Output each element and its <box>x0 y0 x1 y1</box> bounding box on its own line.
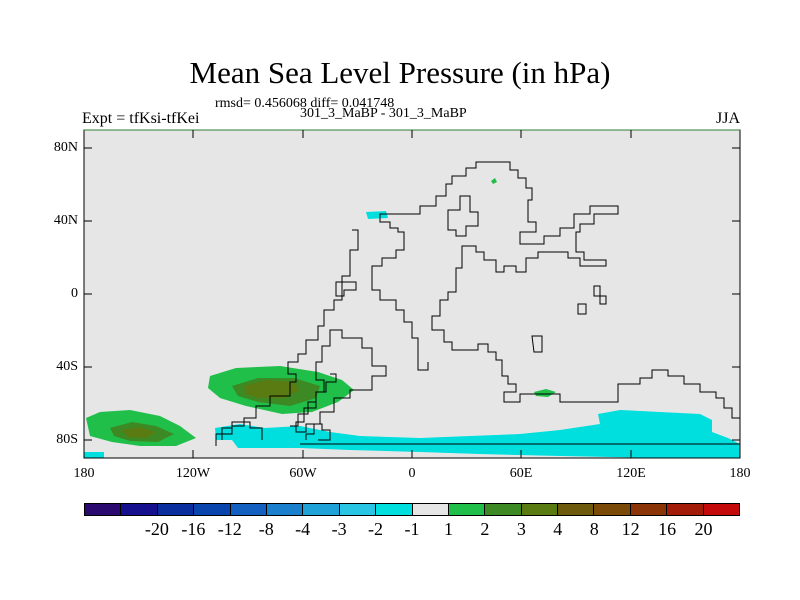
colorbar-label: -1 <box>404 519 420 539</box>
colorbar <box>84 503 740 516</box>
colorbar-label: -20 <box>144 519 169 539</box>
negative-anomaly-patch <box>366 211 388 219</box>
colorbar-label: 16 <box>658 519 677 539</box>
season-label: JJA <box>716 110 741 127</box>
coastline-eurasia-africa <box>379 161 740 419</box>
negative-anomaly-patch <box>84 452 104 458</box>
x-tick-label: 60E <box>509 466 533 481</box>
colorbar-swatch <box>303 504 340 515</box>
positive-anomaly-patch <box>491 178 497 184</box>
x-tick-label: 120W <box>175 466 211 481</box>
positive-anomaly-core <box>122 427 156 438</box>
colorbar-swatch <box>266 504 304 515</box>
y-tick-label: 80S <box>56 432 78 447</box>
colorbar-label: -16 <box>181 519 206 539</box>
coastlines <box>215 161 740 446</box>
colorbar-label: 2 <box>480 519 490 539</box>
colorbar-swatch <box>85 504 122 515</box>
coastline-africa-west <box>371 240 429 371</box>
plot-title: Mean Sea Level Pressure (in hPa) <box>189 55 611 90</box>
y-tick-label: 40S <box>56 359 78 374</box>
colorbar-label: 4 <box>553 519 563 539</box>
colorbar-swatch <box>485 504 522 515</box>
x-tick-label: 0 <box>408 466 416 481</box>
axis-ticks <box>83 130 741 458</box>
experiment-subtitle: 301_3_MaBP - 301_3_MaBP <box>300 106 467 121</box>
y-tick-label: 80N <box>53 140 78 155</box>
positive-anomaly-patch <box>534 389 556 397</box>
colorbar-label: -12 <box>217 519 242 539</box>
colorbar-swatch <box>703 504 740 515</box>
colorbar-swatch <box>630 504 668 515</box>
colorbar-swatch <box>157 504 195 515</box>
colorbar-label: 12 <box>621 519 640 539</box>
map-background <box>84 130 740 458</box>
y-tick-label: 0 <box>71 286 78 301</box>
colorbar-label: -4 <box>295 519 311 539</box>
positive-anomaly-core <box>244 380 300 398</box>
colorbar-label: -2 <box>368 519 384 539</box>
x-tick-label: 60W <box>289 466 317 481</box>
x-tick-label: 180 <box>729 466 751 481</box>
colorbar-label: 8 <box>589 519 599 539</box>
colorbar-label: 3 <box>516 519 526 539</box>
x-tick-label: 120E <box>616 466 646 481</box>
y-tick-label: 40N <box>53 213 78 228</box>
colorbar-label: 20 <box>694 519 713 539</box>
coastline-greenland <box>447 195 479 237</box>
colorbar-swatch <box>594 504 631 515</box>
coastline-antarctic-peninsula <box>221 421 263 440</box>
experiment-label: Expt = tfKsi-tfKei <box>82 110 200 127</box>
colorbar-swatch <box>412 504 449 515</box>
colorbar-swatch <box>558 504 595 515</box>
negative-anomaly-band <box>215 410 740 458</box>
colorbar-swatch <box>667 504 704 515</box>
colorbar-swatch <box>376 504 413 515</box>
anomaly-shading <box>84 178 740 458</box>
colorbar-swatch <box>448 504 486 515</box>
coastline-patagonia <box>290 373 337 427</box>
colorbar-swatch <box>521 504 559 515</box>
colorbar-swatch <box>121 504 158 515</box>
coastline-americas <box>215 229 359 446</box>
stats-label: rmsd= 0.456068 diff= 0.041748 <box>215 96 395 111</box>
coastline-caribbean <box>335 281 357 297</box>
coastline-indonesia <box>577 303 587 315</box>
coastline-japan <box>593 285 607 305</box>
colorbar-swatch <box>194 504 231 515</box>
colorbar-swatch <box>230 504 267 515</box>
colorbar-label: 1 <box>443 519 453 539</box>
colorbar-swatch <box>339 504 377 515</box>
coastline-antarctica <box>300 423 740 445</box>
coastline-madagascar <box>531 335 543 353</box>
colorbar-label: -3 <box>331 519 347 539</box>
x-tick-label: 180 <box>73 466 95 481</box>
colorbar-label: -8 <box>258 519 274 539</box>
